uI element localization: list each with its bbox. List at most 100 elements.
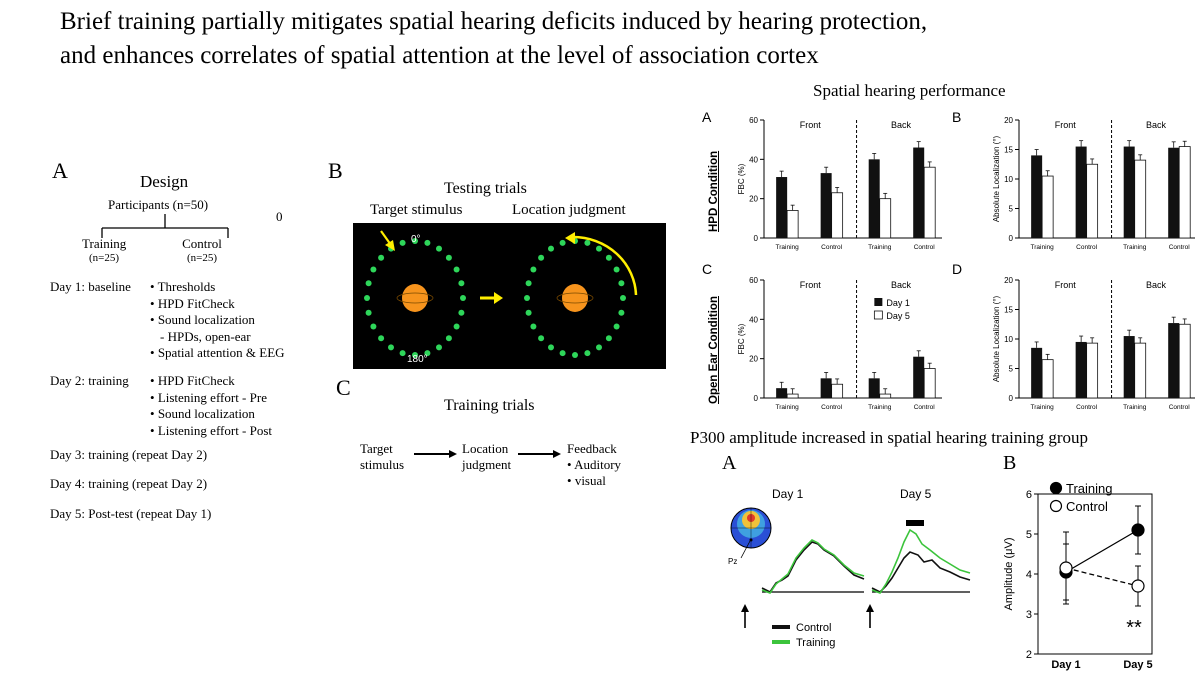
speaker-dot [584,350,591,357]
bar-day5 [879,393,892,399]
head-right-icon [556,284,594,312]
series-line [1065,529,1139,573]
legend-training-label: Training [796,637,835,649]
speaker-dot [618,309,625,316]
x-tick-label: Training [776,404,800,411]
legend-marker [1049,499,1063,513]
speaker-dot [524,295,530,301]
y-tick-label: 5 [1026,529,1032,541]
erp-day1-label: Day 1 [772,487,804,501]
legend-control-label: Control [796,622,831,634]
deg-bottom-label: 180° [407,354,428,365]
bar-day1 [913,356,925,398]
x-tick-label: Training [776,244,800,251]
speaker-dot [378,254,385,261]
spatial-bar-charts: A 0 20 40 60 FBC (%) Front Back Training Control T… [702,109,1195,411]
speaker-dot [613,266,620,273]
y-tick-label: 40 [749,155,758,164]
x-tick-label: Training [1031,244,1055,251]
training-panel-letter: C [336,375,351,400]
front-label: Front [800,120,822,130]
speaker-dot [530,323,537,330]
day5-label: Day 5: Post-test (repeat Day 1) [50,506,212,521]
y-tick-label: 60 [749,116,758,125]
day2-item: Listening effort - Post [157,422,273,438]
y-axis-label: FBC (%) [737,323,746,354]
figure-title-line2: and enhances correlates of spatial atten… [60,42,819,69]
day2-item: HPD FitCheck [157,373,235,388]
speaker-dot [365,309,372,316]
location-judgment-label: Location judgment [512,202,626,218]
p300-amplitude-chart: 2 3 4 5 6 Amplitude (μV) Day 1 Day 5 Training Con… [1003,481,1153,671]
stimulus-onset-arrow-icon [741,604,749,628]
p300-panel-a-letter: A [722,452,737,474]
day1-item: Spatial attention & EEG [157,345,285,360]
significance-bar [906,520,924,526]
design-heading: Design [140,172,189,191]
testing-trials-diagram: 0° 180° [353,223,666,369]
back-label: Back [1146,120,1167,130]
scalp-topomap-icon [730,507,772,559]
y-tick-label: 20 [1004,276,1013,285]
day2-items: • HPD FitCheck • Listening effort - Pre … [150,373,273,438]
x-tick-label: Control [914,244,936,251]
speaker-dot [559,350,566,357]
head-left-icon [396,284,434,312]
erp-waveforms: Day 1 Day 5 Pz Control Training [728,487,971,649]
speaker-dot [538,335,545,342]
speaker-dot [453,266,460,273]
legend-marker [1049,481,1063,495]
bar-panel-d: D 0 5 10 15 20 Absolute Localization (°) Front B… [952,261,1195,411]
series-training [1059,505,1145,601]
deg-top-label: 0° [411,234,421,245]
y-tick-label: 20 [749,195,758,204]
erp-day5-label: Day 5 [900,487,932,501]
legend-label: Control [1066,499,1108,514]
speaker-dot [378,335,385,342]
bar-day5 [786,210,799,239]
bar-day1 [776,388,788,398]
bar-day1 [1123,336,1135,398]
target-arrow-icon [380,230,395,251]
speaker-dot [436,344,442,351]
bar-day5 [1041,175,1054,239]
speaker-dot [538,254,545,261]
x-tick-label: Training [868,244,892,251]
bar-panel-b: B 0 5 10 15 20 Absolute Localization (°) Front B… [952,109,1195,251]
speaker-dot [620,295,626,301]
bar-day5 [923,368,936,399]
testing-panel-letter: B [328,158,343,183]
speaker-dot [412,238,418,244]
day2-item: Sound localization [157,406,255,421]
bar-day1 [1031,347,1043,398]
day1-label: Day 1: baseline [50,279,131,294]
y-tick-label: 3 [1026,609,1032,621]
data-point [1059,561,1073,575]
bar-day1 [1075,146,1087,238]
step-target-line1: Target [360,441,393,456]
speaker-dot [453,323,460,330]
curved-arrow-icon [565,232,638,296]
y-tick-label: 40 [749,315,758,324]
speaker-dot [605,254,612,261]
control-group-label: Control [182,236,222,251]
x-tick-label: Control [1076,404,1098,411]
bar-day5 [831,383,844,399]
back-label: Back [1146,280,1167,290]
speaker-dot [596,245,602,252]
speaker-dot [559,239,566,246]
step-location-line2: judgment [462,457,512,472]
target-stimulus-label: Target stimulus [370,202,463,218]
speaker-dot [572,352,578,358]
legend-day5-label: Day 5 [886,311,910,321]
bar-day5 [923,166,936,239]
training-step-location: Location judgment [462,441,511,473]
back-label: Back [891,120,912,130]
speaker-dot [370,323,377,330]
speaker-dot [370,266,377,273]
flow-arrow-icon [414,450,457,458]
series-control [1059,531,1145,607]
bar-day1 [1031,155,1043,238]
day2-item: Listening effort - Pre [157,389,267,405]
x-tick-label: Control [1169,244,1191,251]
